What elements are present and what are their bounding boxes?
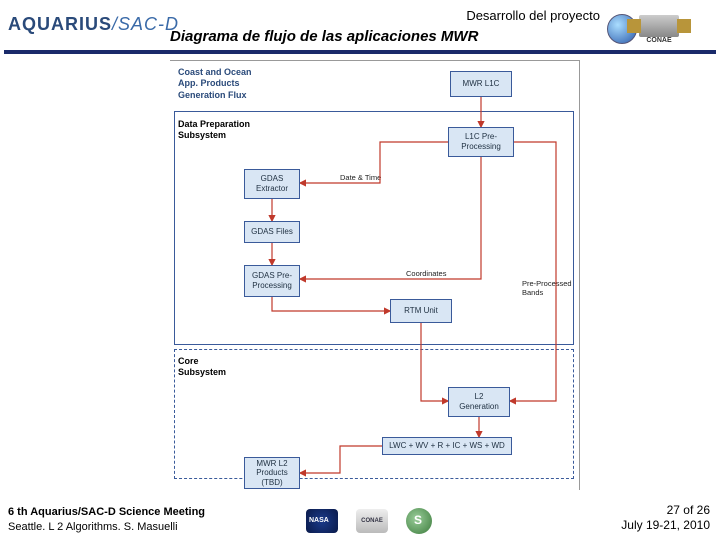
- flow-diagram: Coast and OceanApp. ProductsGeneration F…: [170, 60, 580, 490]
- edges-layer: [170, 61, 580, 491]
- node-gdas_ext: GDASExtractor: [244, 169, 300, 199]
- edge-l1c_pre-gdas_ext: [300, 142, 448, 183]
- satellite-icon: [639, 15, 679, 37]
- edge-eq-mwr_l2: [300, 446, 382, 473]
- node-mwr_l2: MWR L2Products(TBD): [244, 457, 300, 489]
- slide-footer: 6 th Aquarius/SAC-D Science Meeting Seat…: [0, 500, 720, 540]
- aquarius-logo: AQUARIUS/SAC-D: [8, 14, 179, 35]
- subject-text: Desarrollo del proyecto: [466, 8, 600, 23]
- node-rtm: RTM Unit: [390, 299, 452, 323]
- conae-logo-icon: CONAE: [356, 509, 388, 533]
- footer-logos: CONAE: [306, 508, 432, 534]
- conae-label: CONAE: [646, 37, 671, 44]
- footer-left: 6 th Aquarius/SAC-D Science Meeting Seat…: [8, 505, 205, 534]
- slide-title: Diagrama de flujo de las aplicaciones MW…: [170, 28, 478, 45]
- footer-date: July 19-21, 2010: [621, 518, 710, 534]
- logo-aquarius-text: AQUARIUS: [8, 14, 112, 34]
- conae-logo-group: CONAE: [607, 4, 712, 54]
- footer-right: 27 of 26 July 19-21, 2010: [621, 503, 710, 534]
- edge-l1c_pre-gdas_pre: [300, 157, 481, 279]
- node-l2gen: L2Generation: [448, 387, 510, 417]
- node-gdas_pre: GDAS Pre-Processing: [244, 265, 300, 297]
- header-rule: [4, 50, 716, 54]
- footer-location: Seattle. L 2 Algorithms. S. Masuelli: [8, 520, 205, 534]
- node-gdas_files: GDAS Files: [244, 221, 300, 243]
- edge-l1c_pre-l2gen: [510, 142, 556, 401]
- slide-header: AQUARIUS/SAC-D Desarrollo del proyecto D…: [0, 0, 720, 60]
- si-logo-icon: [406, 508, 432, 534]
- logo-sacd-text: /SAC-D: [112, 14, 179, 34]
- edge-gdas_pre-rtm: [272, 297, 390, 311]
- node-eq: LWC + WV + R + IC + WS + WD: [382, 437, 512, 455]
- page-number: 27 of 26: [621, 503, 710, 519]
- node-mwr_l1c: MWR L1C: [450, 71, 512, 97]
- footer-meeting: 6 th Aquarius/SAC-D Science Meeting: [8, 505, 205, 519]
- edge-rtm-l2gen: [421, 323, 448, 401]
- node-l1c_pre: L1C Pre-Processing: [448, 127, 514, 157]
- nasa-logo-icon: [306, 509, 338, 533]
